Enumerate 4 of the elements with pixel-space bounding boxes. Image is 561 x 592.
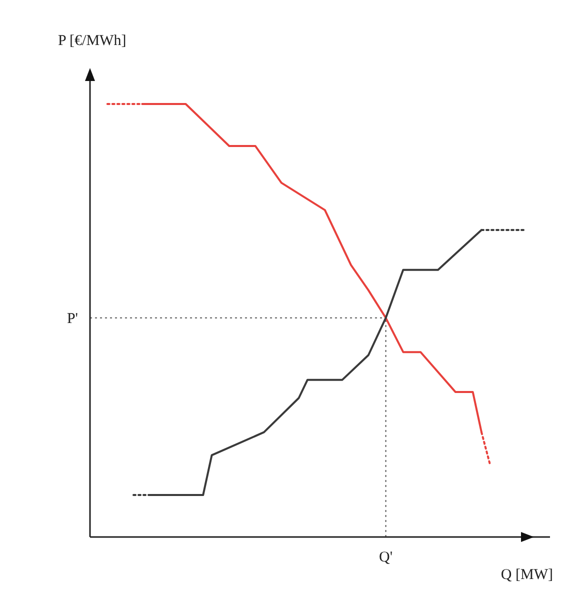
- text: Q': [379, 550, 393, 566]
- ref-line-label: P': [66, 311, 78, 328]
- y-axis-title: P [€/MWh]: [58, 33, 126, 50]
- x-axis-title: Q [MW]: [500, 567, 553, 584]
